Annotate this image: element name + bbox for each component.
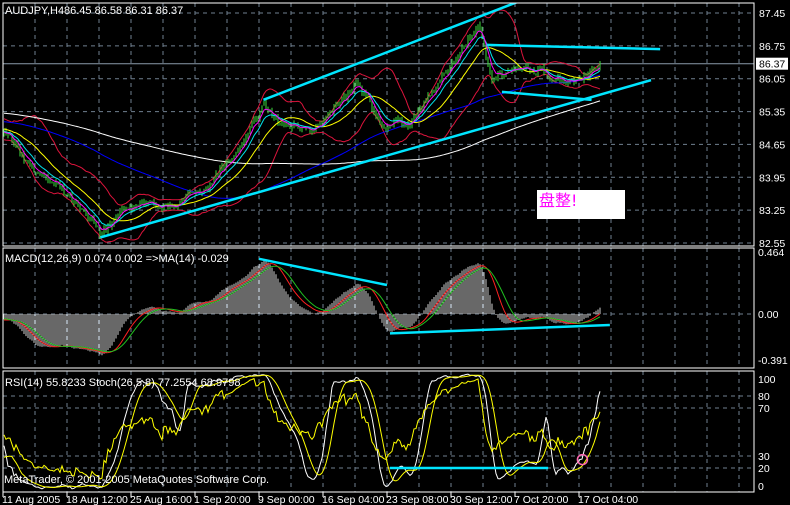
- price-axis-label: 85.35: [759, 107, 785, 119]
- axes: 87.45 86.75 86.05 85.35 84.65 83.95 83.25 82.55…: [2, 8, 788, 505]
- rsi-axis-label: 80: [758, 391, 770, 403]
- stoch-signal-line: [3, 374, 601, 489]
- time-axis-label: 17 Oct 04:00: [578, 494, 638, 505]
- trendline[interactable]: [486, 43, 661, 51]
- trendline[interactable]: [100, 78, 652, 239]
- rsi-label: RSI(14) 55.8233 Stoch(26,5,8) 77.2554 68…: [5, 377, 240, 389]
- time-axis-label: 1 Sep 20:00: [194, 494, 251, 505]
- panel-frame: [2, 247, 755, 369]
- annotation-box[interactable]: 盘整!: [537, 190, 625, 219]
- time-axis-label: 25 Aug 16:00: [130, 494, 192, 505]
- price-axis-label: 82.55: [759, 238, 785, 250]
- price-axis-label: 87.45: [759, 8, 785, 20]
- rsi-axis-label: 30: [758, 451, 770, 463]
- price-panel[interactable]: [3, 0, 661, 243]
- time-axis-label: 30 Sep 12:00: [450, 494, 513, 505]
- time-axis-label: 11 Aug 2005: [2, 494, 60, 505]
- ohlc-values: 86.45 86.58 86.31 86.37: [64, 5, 183, 17]
- panel-frame: [2, 370, 755, 493]
- highlight-circle: [576, 453, 589, 466]
- chart-title: AUDJPY,H4: [5, 5, 64, 17]
- ma-long-line: [3, 74, 601, 199]
- copyright-text: MetaTrader, © 2001-2005 MetaQuotes Softw…: [4, 474, 269, 486]
- annotation-text: 盘整!: [539, 191, 577, 210]
- macd-axis-label: 0.464: [758, 247, 784, 259]
- macd-ma-line: [3, 265, 601, 353]
- rsi-panel[interactable]: [3, 373, 601, 490]
- stoch-main-line: [3, 373, 601, 490]
- macd-signal-line: [4, 263, 601, 354]
- time-axis-label: 18 Aug 12:00: [66, 494, 128, 505]
- price-axis-label: 83.95: [759, 172, 785, 184]
- ma-slow-line: [3, 47, 601, 222]
- rsi-axis-label: 20: [758, 463, 770, 475]
- ma-longest-line: [3, 100, 601, 165]
- trendline[interactable]: [258, 257, 388, 287]
- rsi-axis-label: 70: [758, 403, 770, 415]
- rsi-axis-label: 100: [758, 374, 776, 386]
- panel-frame: [2, 2, 755, 247]
- macd-label: MACD(12,26,9) 0.074 0.002 =>MA(14) -0.02…: [5, 253, 229, 265]
- time-axis-label: 23 Sep 08:00: [386, 494, 449, 505]
- annotation-background: [537, 190, 625, 219]
- price-axis-label: 86.75: [759, 41, 785, 53]
- current-price-tag: 86.37: [756, 57, 788, 71]
- trendline[interactable]: [389, 323, 610, 335]
- time-axis-label: 16 Sep 04:00: [322, 494, 385, 505]
- trendline[interactable]: [263, 0, 523, 102]
- time-axis-label: 7 Oct 20:00: [514, 494, 568, 505]
- panel-frames: [2, 2, 755, 493]
- time-axis-label: 9 Sep 00:00: [258, 494, 315, 505]
- price-axis-label: 84.65: [759, 139, 785, 151]
- rsi-axis-label: 0: [758, 481, 764, 493]
- ma-fast-line: [3, 30, 601, 231]
- ma-mid-line: [3, 36, 601, 226]
- price-axis-label: 86.05: [759, 74, 785, 86]
- trendline[interactable]: [501, 90, 592, 102]
- bollinger-upper-line: [3, 9, 601, 206]
- grid: [3, 3, 754, 492]
- rsi-line: [3, 377, 601, 480]
- price-axis-label: 83.25: [759, 205, 785, 217]
- current-price-label: 86.37: [759, 59, 785, 71]
- macd-panel[interactable]: [3, 257, 610, 356]
- current-price-background: [756, 57, 788, 70]
- macd-axis-label: 0.00: [758, 309, 779, 321]
- macd-axis-label: -0.391: [758, 355, 788, 367]
